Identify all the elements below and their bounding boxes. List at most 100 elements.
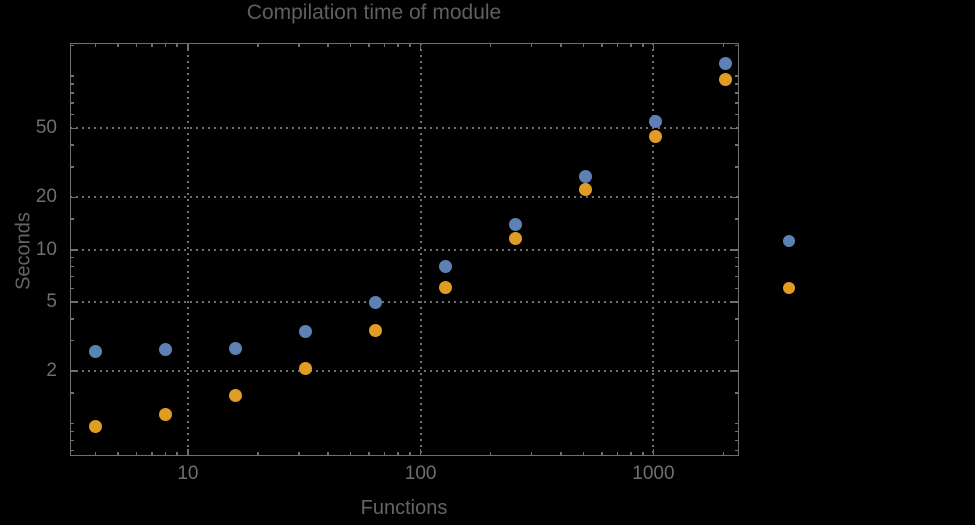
x-minor-tick-600: [601, 452, 603, 456]
x-minor-tick-4-top: [94, 43, 97, 47]
x-minor-tick-9-top: [176, 43, 178, 47]
y-tick-label-20: 20: [35, 186, 57, 208]
y-minor-tick-100: [69, 75, 74, 77]
x-minor-tick-400: [560, 452, 562, 456]
y-major-tick-10: [69, 249, 77, 251]
y-minor-tick-15-right: [734, 218, 739, 220]
y-minor-tick-150-right: [734, 44, 739, 47]
y-major-tick-20: [69, 196, 77, 199]
point-series-2-orange-x512: [579, 183, 593, 197]
chart-title: Compilation time of module: [246, 1, 502, 24]
point-series-1-blue-x1024: [649, 115, 663, 129]
gridline-y-50: [69, 127, 739, 130]
x-minor-tick-7-top: [151, 43, 153, 47]
y-major-tick-20-right: [731, 196, 739, 199]
y-major-tick-5-right: [731, 301, 739, 303]
x-minor-tick-300: [530, 452, 533, 456]
y-minor-tick-100-right: [734, 75, 739, 77]
x-major-tick-1000-top: [652, 43, 655, 50]
y-tick-label-5: 5: [46, 291, 57, 313]
x-minor-tick-70: [383, 452, 386, 456]
x-minor-tick-80: [397, 452, 399, 456]
x-tick-label-10: 10: [177, 463, 199, 484]
x-minor-tick-700-top: [616, 43, 619, 47]
y-major-tick-2-right: [731, 370, 739, 372]
x-minor-tick-300-top: [530, 43, 533, 47]
x-minor-tick-700: [616, 452, 619, 456]
x-minor-tick-30-top: [298, 43, 300, 47]
x-minor-tick-200-top: [489, 43, 492, 47]
x-minor-tick-60: [368, 452, 370, 456]
x-minor-tick-50: [349, 452, 352, 456]
y-minor-tick-4-right: [734, 318, 739, 320]
point-series-1-blue-x8: [158, 343, 172, 357]
x-minor-tick-6-top: [135, 43, 137, 47]
y-minor-tick-1.5: [69, 392, 74, 394]
point-series-2-orange-x2048: [719, 72, 733, 86]
y-minor-tick-150: [69, 44, 74, 47]
x-minor-tick-200: [489, 452, 492, 456]
y-minor-tick-1: [69, 422, 74, 425]
y-minor-tick-30-right: [734, 166, 739, 168]
y-minor-tick-3-right: [734, 339, 739, 342]
y-minor-tick-70-right: [734, 102, 739, 104]
y-minor-tick-80: [69, 92, 74, 94]
point-series-1-blue-x4: [88, 344, 102, 358]
x-minor-tick-500-top: [582, 43, 585, 47]
y-minor-tick-0.7: [69, 449, 74, 452]
y-minor-tick-90: [69, 83, 74, 85]
y-tick-label-2: 2: [46, 360, 57, 382]
x-minor-tick-90: [409, 452, 411, 456]
x-minor-tick-2000-top: [722, 43, 725, 47]
x-major-tick-100: [419, 449, 422, 456]
x-minor-tick-20-top: [257, 43, 259, 47]
x-minor-tick-8-top: [164, 43, 167, 47]
x-minor-tick-50-top: [349, 43, 352, 47]
x-major-tick-1000: [652, 449, 655, 456]
x-minor-tick-40-top: [327, 43, 329, 47]
legend-marker-series-1-blue: [783, 235, 796, 247]
y-minor-tick-15: [69, 218, 74, 220]
y-minor-tick-60-right: [734, 113, 739, 116]
y-minor-tick-40: [69, 144, 74, 146]
y-minor-tick-3: [69, 339, 74, 342]
x-minor-tick-90-top: [409, 43, 411, 47]
legend-marker-series-2-orange: [783, 281, 796, 294]
x-minor-tick-4: [94, 452, 97, 456]
x-minor-tick-900: [642, 452, 644, 456]
point-series-2-orange-x32: [298, 362, 312, 376]
gridline-y-2: [69, 370, 739, 373]
x-minor-tick-5-top: [117, 43, 119, 47]
y-minor-tick-40-right: [734, 144, 739, 146]
y-minor-tick-7-right: [734, 275, 739, 278]
x-minor-tick-7: [151, 452, 153, 456]
x-minor-tick-2000: [722, 452, 725, 456]
x-minor-tick-800-top: [630, 43, 632, 47]
point-series-2-orange-x64: [369, 323, 383, 337]
x-minor-tick-6: [135, 452, 137, 456]
x-minor-tick-40: [327, 452, 329, 456]
x-minor-tick-80-top: [397, 43, 399, 47]
y-tick-label-50: 50: [35, 117, 57, 139]
x-minor-tick-600-top: [601, 43, 603, 47]
y-tick-label-10: 10: [35, 238, 57, 260]
y-minor-tick-9: [69, 256, 74, 259]
point-series-2-orange-x1024: [649, 129, 663, 143]
x-minor-tick-400-top: [560, 43, 562, 47]
x-minor-tick-900-top: [642, 43, 644, 47]
point-series-2-orange-x128: [439, 280, 453, 294]
y-minor-tick-7: [69, 275, 74, 278]
point-series-2-orange-x256: [509, 232, 523, 246]
point-series-1-blue-x16: [228, 342, 242, 356]
gridline-y-20: [69, 196, 739, 199]
y-major-tick-50-right: [731, 127, 739, 130]
y-minor-tick-8: [69, 265, 74, 268]
gridline-y-5: [69, 301, 739, 304]
y-minor-tick-4: [69, 318, 74, 320]
point-series-1-blue-x256: [509, 218, 523, 232]
x-minor-tick-8: [164, 452, 167, 456]
x-minor-tick-800: [630, 452, 632, 456]
point-series-2-orange-x8: [158, 407, 172, 421]
x-minor-tick-500: [582, 452, 585, 456]
